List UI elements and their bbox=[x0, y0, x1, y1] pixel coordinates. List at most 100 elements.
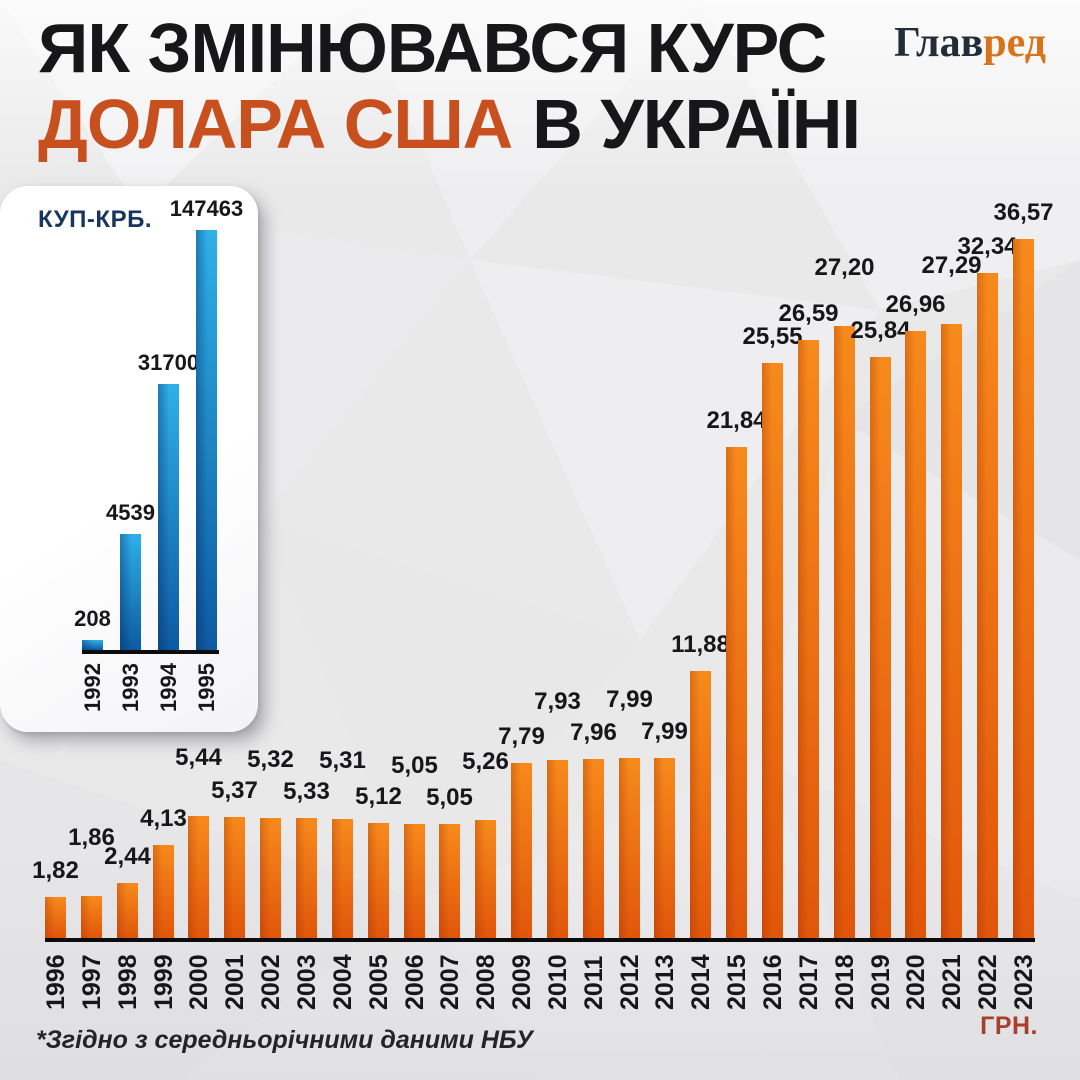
bar-2020 bbox=[905, 331, 926, 938]
bar-value-2014: 11,88 bbox=[671, 631, 730, 658]
bar-value-2012: 7,99 bbox=[606, 686, 653, 713]
bar-2017 bbox=[798, 340, 819, 938]
axis-year-2004: 2004 bbox=[328, 954, 357, 1010]
axis-year-2011: 2011 bbox=[579, 955, 608, 1010]
bar-1997 bbox=[81, 896, 102, 938]
inset-bar-1992 bbox=[82, 640, 103, 650]
axis-year-2009: 2009 bbox=[507, 954, 536, 1010]
bar-value-2011: 7,96 bbox=[570, 719, 617, 746]
bar-2012 bbox=[619, 758, 640, 938]
bar-2004 bbox=[332, 819, 353, 938]
bar-2014 bbox=[690, 671, 711, 938]
title-line-1: ЯК ЗМІНЮВАВСЯ КУРС bbox=[38, 9, 827, 87]
bar-2006 bbox=[404, 824, 425, 938]
bar-2019 bbox=[870, 357, 891, 938]
axis-year-2023: 2023 bbox=[1009, 954, 1038, 1010]
axis-year-2014: 2014 bbox=[686, 954, 715, 1010]
glavred-logo: Главред bbox=[894, 22, 1046, 64]
axis-year-2003: 2003 bbox=[292, 954, 321, 1010]
bar-value-2010: 7,93 bbox=[534, 688, 581, 715]
axis-year-2008: 2008 bbox=[471, 954, 500, 1010]
axis-year-1996: 1996 bbox=[41, 954, 70, 1010]
bar-1998 bbox=[117, 883, 138, 938]
bar-value-2006: 5,05 bbox=[391, 752, 438, 779]
bar-value-2002: 5,32 bbox=[247, 746, 294, 773]
axis-year-2019: 2019 bbox=[866, 954, 895, 1010]
axis-year-2012: 2012 bbox=[615, 954, 644, 1010]
inset-chart-title: КУП-КРБ. bbox=[38, 206, 152, 233]
bar-2008 bbox=[475, 820, 496, 938]
bar-2018 bbox=[834, 326, 855, 938]
axis-year-2005: 2005 bbox=[364, 954, 393, 1010]
bar-2000 bbox=[188, 816, 209, 938]
axis-year-2021: 2021 bbox=[937, 954, 966, 1010]
bar-value-2018: 27,20 bbox=[814, 254, 875, 281]
axis-year-2018: 2018 bbox=[830, 954, 859, 1010]
bar-value-2016: 25,55 bbox=[742, 323, 803, 350]
title-line-2-accent: ДОЛАРА США bbox=[38, 85, 513, 163]
bar-value-2015: 21,84 bbox=[706, 407, 767, 434]
bar-value-2017: 26,59 bbox=[778, 300, 839, 327]
bar-value-2000: 5,44 bbox=[175, 744, 222, 771]
bar-value-2009: 7,79 bbox=[498, 723, 545, 750]
title-line-2: ДОЛАРА США В УКРАЇНІ bbox=[38, 85, 861, 163]
title-line-2-rest: В УКРАЇНІ bbox=[532, 85, 861, 163]
inset-bar-value-1995: 147463 bbox=[169, 196, 244, 221]
axis-year-2020: 2020 bbox=[901, 954, 930, 1010]
bar-value-2022: 32,34 bbox=[957, 233, 1018, 260]
bar-2001 bbox=[224, 817, 245, 938]
bar-2003 bbox=[296, 818, 317, 938]
bar-value-2005: 5,12 bbox=[355, 783, 402, 810]
bar-value-2004: 5,31 bbox=[319, 747, 366, 774]
inset-bar-1993 bbox=[120, 534, 141, 650]
bar-value-2007: 5,05 bbox=[426, 784, 473, 811]
bar-value-2020: 26,96 bbox=[885, 291, 946, 318]
axis-year-2001: 2001 bbox=[220, 954, 249, 1010]
source-footnote: *Згідно з середньорічними даними НБУ bbox=[36, 1026, 533, 1054]
bar-value-2008: 5,26 bbox=[462, 748, 509, 775]
axis-year-1999: 1999 bbox=[149, 954, 178, 1010]
axis-year-2000: 2000 bbox=[184, 954, 213, 1010]
bar-value-1998: 2,44 bbox=[104, 843, 151, 870]
bar-1996 bbox=[45, 897, 66, 938]
inset-bar-chart: 208 1992 4539 1993 31700 1994 147463 1995 bbox=[0, 186, 258, 732]
bar-2009 bbox=[511, 763, 532, 938]
page-title: ЯК ЗМІНЮВАВСЯ КУРС ДОЛАРА США В УКРАЇНІ bbox=[38, 9, 861, 163]
bar-value-2021: 27,29 bbox=[921, 252, 982, 279]
axis-year-2013: 2013 bbox=[650, 954, 679, 1010]
axis-year-2002: 2002 bbox=[256, 954, 285, 1010]
inset-chart-card: КУП-КРБ. 208 1992 4539 1993 31700 1994 147463 1… bbox=[0, 186, 258, 732]
bar-2023 bbox=[1013, 239, 1034, 938]
axis-year-2010: 2010 bbox=[543, 954, 572, 1010]
inset-bar-1994 bbox=[158, 384, 179, 650]
currency-unit-label: ГРН. bbox=[980, 1012, 1038, 1040]
inset-bar-value-1994: 31700 bbox=[137, 350, 200, 375]
bar-value-1999: 4,13 bbox=[140, 805, 187, 832]
logo-text-accent: ред bbox=[983, 20, 1046, 66]
bar-1999 bbox=[153, 845, 174, 938]
bar-2022 bbox=[977, 273, 998, 938]
bar-2015 bbox=[726, 447, 747, 938]
axis-year-2016: 2016 bbox=[758, 954, 787, 1010]
bar-2002 bbox=[260, 818, 281, 938]
bar-2010 bbox=[547, 760, 568, 938]
bar-2011 bbox=[583, 759, 604, 938]
bar-value-2001: 5,37 bbox=[211, 777, 258, 804]
axis-year-2007: 2007 bbox=[435, 954, 464, 1010]
axis-year-2017: 2017 bbox=[794, 954, 823, 1010]
bar-2016 bbox=[762, 363, 783, 938]
inset-bar-1995 bbox=[196, 230, 217, 650]
bar-2021 bbox=[941, 324, 962, 938]
bar-2007 bbox=[439, 824, 460, 938]
bar-2013 bbox=[654, 758, 675, 938]
axis-year-2022: 2022 bbox=[973, 954, 1002, 1010]
bar-value-2019: 25,84 bbox=[850, 317, 911, 344]
axis-year-2006: 2006 bbox=[400, 954, 429, 1010]
inset-bar-value-1993: 4539 bbox=[106, 500, 155, 525]
bar-value-2023: 36,57 bbox=[993, 199, 1054, 226]
axis-year-1997: 1997 bbox=[77, 954, 106, 1010]
bar-value-1996: 1,82 bbox=[32, 857, 79, 884]
bar-value-2003: 5,33 bbox=[283, 778, 330, 805]
